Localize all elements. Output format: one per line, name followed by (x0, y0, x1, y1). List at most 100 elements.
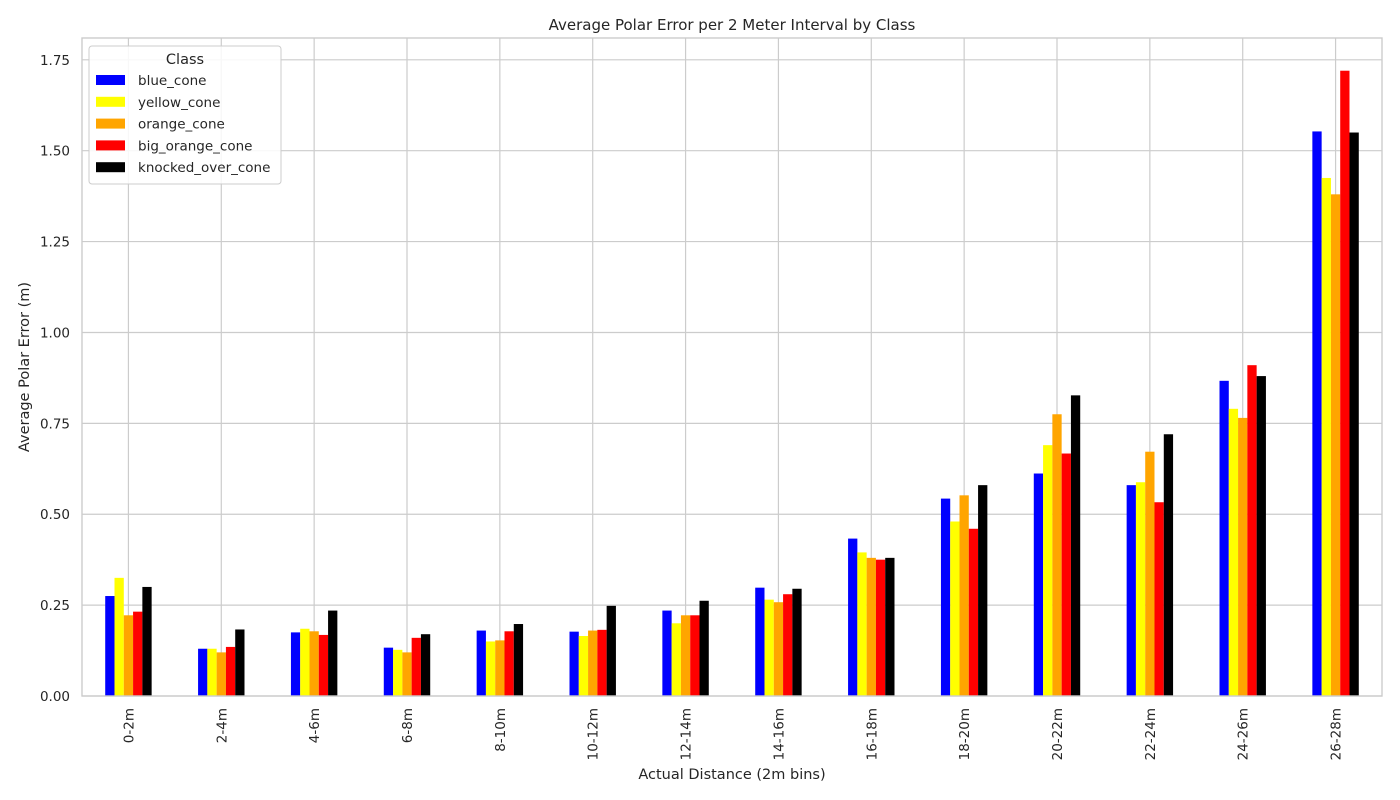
x-tick-label: 4-6m (307, 708, 323, 743)
legend-item: blue_cone (96, 73, 206, 89)
bar (485, 641, 496, 696)
bar (1321, 177, 1331, 697)
bar (504, 631, 514, 696)
bar (680, 615, 691, 696)
legend-item: knocked_over_cone (96, 160, 270, 176)
bar (588, 630, 598, 696)
y-axis-ticks: 0.00 0.25 0.50 0.75 1.00 1.25 1.50 1.75 (40, 53, 70, 705)
chart-title: Average Polar Error per 2 Meter Interval… (549, 16, 916, 34)
series-orange_cone (123, 194, 1341, 696)
bar (792, 588, 802, 696)
bar (578, 636, 589, 696)
bar (1135, 482, 1146, 696)
bar (1163, 434, 1174, 696)
bar (216, 652, 226, 696)
bar (495, 640, 505, 696)
legend-item: yellow_cone (96, 95, 220, 111)
legend-swatch (96, 75, 125, 85)
series-yellow_cone (114, 177, 1331, 697)
bar (848, 538, 858, 696)
bar (235, 629, 245, 696)
bar (1349, 132, 1359, 696)
bar (1033, 473, 1044, 696)
bar (1043, 445, 1053, 696)
bar (1061, 453, 1071, 696)
bar (959, 495, 969, 696)
bar (476, 630, 486, 696)
legend-swatch (96, 118, 125, 129)
bar (1256, 376, 1266, 696)
x-tick-label: 24-26m (1236, 708, 1252, 760)
bar (1247, 365, 1257, 696)
bar (783, 594, 793, 696)
bar (606, 605, 616, 696)
bar (402, 652, 412, 696)
y-tick-label: 1.25 (40, 235, 70, 251)
y-tick-label: 1.50 (40, 144, 70, 160)
bar (773, 602, 784, 696)
bar (885, 557, 895, 696)
bar (225, 646, 236, 696)
legend-label: orange_cone (138, 117, 225, 133)
series-knocked_over_cone (142, 132, 1359, 696)
y-tick-label: 1.00 (40, 325, 70, 341)
bar (857, 552, 867, 696)
bar (420, 634, 431, 696)
x-tick-label: 6-8m (400, 708, 416, 743)
plot-area-frame (81, 37, 1383, 697)
bar (1228, 408, 1239, 696)
bar (142, 586, 152, 696)
bar (105, 596, 115, 696)
legend-box (88, 45, 282, 185)
bar (318, 634, 329, 696)
bar (968, 528, 979, 696)
legend-label: yellow_cone (138, 95, 220, 111)
bar (755, 587, 765, 696)
bar (207, 648, 217, 696)
bar (1340, 70, 1350, 696)
x-tick-label: 26-28m (1329, 708, 1345, 760)
bar (950, 521, 960, 696)
y-axis-label: Average Polar Error (m) (17, 282, 33, 452)
bar (290, 632, 301, 696)
bar (411, 637, 421, 696)
bar (690, 615, 700, 696)
y-tick-label: 1.75 (40, 53, 70, 69)
bar (309, 631, 319, 696)
x-tick-label: 18-20m (957, 708, 973, 760)
legend-label: big_orange_cone (138, 138, 252, 154)
bar (866, 557, 876, 696)
bar (1238, 417, 1248, 696)
legend-items: blue_cone yellow_cone orange_cone big_orang… (96, 73, 270, 176)
series-big_orange_cone (133, 70, 1350, 696)
legend-title: Class (166, 52, 204, 68)
series-blue_cone (105, 131, 1322, 697)
x-tick-label: 14-16m (771, 708, 787, 760)
y-tick-label: 0.50 (40, 507, 70, 523)
bar (1070, 395, 1081, 696)
bar (1052, 414, 1062, 696)
legend-item: orange_cone (96, 117, 225, 133)
x-tick-label: 8-10m (493, 708, 509, 752)
x-tick-label: 0-2m (121, 708, 137, 743)
bar (597, 629, 607, 696)
bar (1312, 131, 1322, 697)
bar (133, 611, 143, 696)
bar (1154, 502, 1164, 696)
bar (764, 599, 774, 696)
legend-label: knocked_over_cone (138, 160, 270, 176)
x-axis-ticks: 0-2m 2-4m 4-6m 6-8m 8-10m 10-12m 12-14m 14-16m 1… (121, 708, 1344, 760)
bar (569, 631, 579, 696)
bar (328, 610, 338, 696)
bar (978, 485, 988, 696)
x-tick-label: 16-18m (864, 708, 880, 760)
legend-swatch (96, 96, 125, 107)
bar (198, 648, 208, 696)
bar (1126, 485, 1136, 696)
legend-swatch (96, 162, 125, 173)
y-tick-label: 0.75 (40, 416, 70, 432)
y-tick-label: 0.25 (40, 598, 70, 614)
legend-swatch (96, 140, 125, 151)
